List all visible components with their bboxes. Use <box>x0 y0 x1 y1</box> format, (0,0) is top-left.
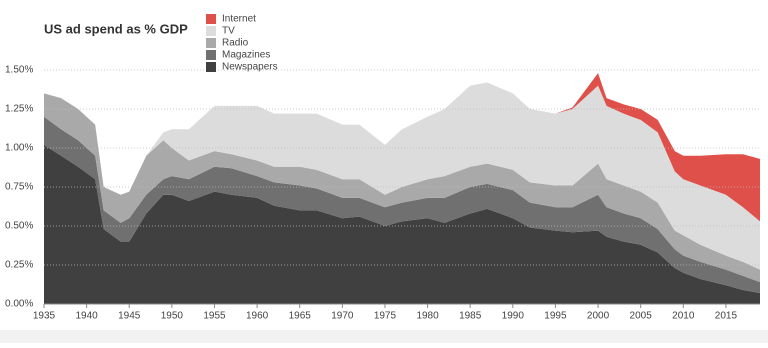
x-tick-label: 2010 <box>672 311 695 322</box>
y-tick-label: 1.00% <box>5 143 33 154</box>
x-tick-label: 1965 <box>289 311 312 322</box>
legend-swatch <box>206 50 216 60</box>
area <box>44 82 760 270</box>
legend-label: Magazines <box>222 50 270 61</box>
x-tick-label: 1955 <box>203 311 226 322</box>
x-tick-label: 1980 <box>416 311 439 322</box>
legend-swatch <box>206 14 216 24</box>
x-tick-label: 1960 <box>246 311 269 322</box>
x-tick-label: 1935 <box>33 311 56 322</box>
x-tick-label: 1985 <box>459 311 482 322</box>
y-tick-label: 1.50% <box>5 65 33 76</box>
x-tick-label: 2005 <box>630 311 653 322</box>
y-tick-label: 0.00% <box>5 299 33 310</box>
legend-swatch <box>206 62 216 72</box>
x-tick-label: 1975 <box>374 311 397 322</box>
legend-swatch <box>206 38 216 48</box>
x-tick-label: 1945 <box>118 311 141 322</box>
legend-label: Newspapers <box>222 62 278 73</box>
legend-swatch <box>206 26 216 36</box>
y-tick-label: 1.25% <box>5 104 33 115</box>
x-tick-label: 1995 <box>544 311 567 322</box>
chart-title: US ad spend as % GDP <box>44 21 188 36</box>
x-tick-label: 2015 <box>715 311 738 322</box>
x-tick-label: 1990 <box>502 311 525 322</box>
x-tick-label: 1950 <box>161 311 184 322</box>
area <box>44 144 760 304</box>
y-tick-label: 0.75% <box>5 182 33 193</box>
area <box>44 116 760 294</box>
area <box>44 93 760 283</box>
legend-label: Internet <box>222 14 256 25</box>
legend-label: Radio <box>222 38 249 49</box>
footer-band <box>0 330 768 343</box>
y-tick-label: 0.25% <box>5 260 33 271</box>
legend-label: TV <box>222 26 235 37</box>
y-tick-label: 0.50% <box>5 221 33 232</box>
x-tick-label: 2000 <box>587 311 610 322</box>
x-tick-label: 1970 <box>331 311 354 322</box>
x-tick-label: 1940 <box>75 311 98 322</box>
